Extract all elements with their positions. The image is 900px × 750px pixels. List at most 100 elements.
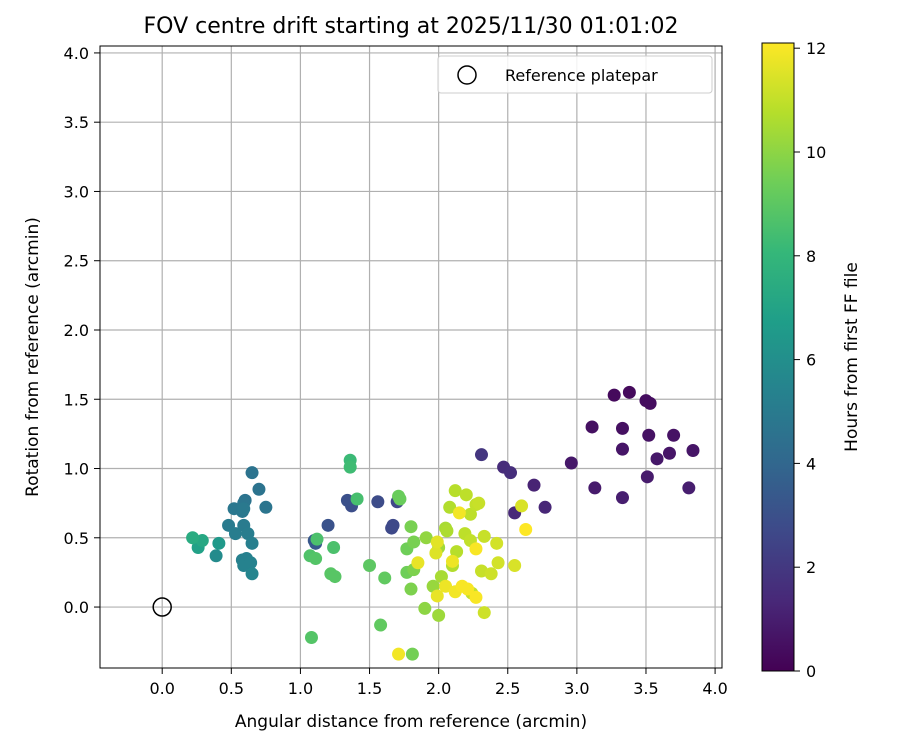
x-tick-label: 0.0 — [149, 679, 174, 698]
reference-marker — [152, 597, 172, 617]
x-tick-label: 0.5 — [219, 679, 244, 698]
data-point — [439, 579, 453, 593]
data-point — [327, 540, 341, 554]
x-axis-ticks: 0.0 0.5 1.0 1.5 2.0 2.5 3.0 3.5 4.0 — [149, 668, 728, 698]
x-axis-label: Angular distance from reference (arcmin) — [235, 712, 587, 732]
x-tick-label: 2.0 — [426, 679, 451, 698]
data-point — [443, 500, 457, 514]
data-point — [527, 478, 541, 492]
data-point — [378, 571, 392, 585]
data-point — [440, 524, 454, 538]
colorbar-label: Hours from first FF file — [842, 262, 862, 452]
data-point — [430, 589, 444, 603]
data-point — [350, 492, 364, 506]
data-point — [490, 536, 504, 550]
x-tick-label: 4.0 — [702, 679, 727, 698]
data-point — [515, 499, 529, 513]
colorbar-tick-label: 2 — [806, 558, 816, 577]
data-points — [186, 385, 700, 661]
data-point — [392, 647, 406, 661]
colorbar-tick-label: 0 — [806, 662, 816, 681]
data-point — [469, 590, 483, 604]
data-point — [469, 542, 483, 556]
data-point — [615, 442, 629, 456]
data-point — [432, 608, 446, 622]
data-point — [309, 552, 323, 566]
data-point — [472, 496, 486, 510]
data-point — [508, 558, 522, 572]
data-point — [244, 556, 258, 570]
x-tick-label: 1.5 — [357, 679, 382, 698]
colorbar-tick-label: 6 — [806, 351, 816, 370]
data-point — [662, 446, 676, 460]
data-point — [434, 570, 448, 584]
x-tick-label: 3.0 — [564, 679, 589, 698]
data-point — [640, 470, 654, 484]
data-point — [686, 444, 700, 458]
legend-label: Reference platepar — [505, 66, 658, 85]
y-axis-ticks: 0.0 0.5 1.0 1.5 2.0 2.5 3.0 3.5 4.0 — [64, 44, 100, 617]
data-point — [245, 536, 259, 550]
data-point — [477, 606, 491, 620]
data-point — [477, 529, 491, 543]
data-point — [411, 556, 425, 570]
data-point — [374, 618, 388, 632]
data-point — [393, 492, 407, 506]
data-point — [310, 532, 324, 546]
data-point — [321, 518, 335, 532]
data-point — [186, 531, 200, 545]
data-point — [452, 506, 466, 520]
data-point — [615, 491, 629, 505]
data-point — [650, 452, 664, 466]
data-point — [667, 428, 681, 442]
data-point — [405, 647, 419, 661]
data-point — [607, 388, 621, 402]
data-point — [419, 531, 433, 545]
data-point — [491, 556, 505, 570]
data-point — [245, 466, 259, 480]
data-point — [343, 460, 357, 474]
data-point — [418, 601, 432, 615]
data-point — [504, 466, 518, 480]
colorbar-tick-label: 12 — [806, 39, 826, 58]
data-point — [484, 567, 498, 581]
data-point — [426, 579, 440, 593]
y-tick-label: 1.0 — [64, 460, 89, 479]
y-tick-label: 0.5 — [64, 529, 89, 548]
data-point — [385, 521, 399, 535]
colorbar-tick-label: 8 — [806, 247, 816, 266]
y-tick-label: 1.5 — [64, 390, 89, 409]
data-point — [588, 481, 602, 495]
data-point — [519, 522, 533, 536]
y-tick-label: 2.0 — [64, 321, 89, 340]
plot-frame — [99, 45, 723, 669]
legend-marker — [457, 65, 477, 85]
data-point — [615, 421, 629, 435]
x-tick-label: 1.0 — [288, 679, 313, 698]
data-point — [538, 500, 552, 514]
data-point — [463, 507, 477, 521]
data-point — [682, 481, 696, 495]
data-point — [430, 535, 444, 549]
colorbar — [761, 42, 795, 672]
data-point — [459, 488, 473, 502]
data-point — [252, 482, 266, 496]
data-point — [643, 396, 657, 410]
legend-box — [437, 55, 713, 94]
data-point — [237, 502, 251, 516]
colorbar-tick-label: 4 — [806, 454, 816, 473]
legend: Reference platepar — [437, 55, 713, 94]
colorbar-ticks: 0 2 4 6 8 10 12 — [794, 39, 826, 681]
reference-marker-group — [152, 597, 172, 617]
data-point — [340, 493, 354, 507]
data-point — [404, 582, 418, 596]
data-point — [328, 570, 342, 584]
chart-title: FOV centre drift starting at 2025/11/30 … — [144, 14, 679, 39]
data-point — [461, 582, 475, 596]
data-point — [407, 535, 421, 549]
y-tick-label: 4.0 — [64, 44, 89, 63]
y-tick-label: 3.0 — [64, 182, 89, 201]
data-point — [371, 495, 385, 509]
data-point — [622, 385, 636, 399]
